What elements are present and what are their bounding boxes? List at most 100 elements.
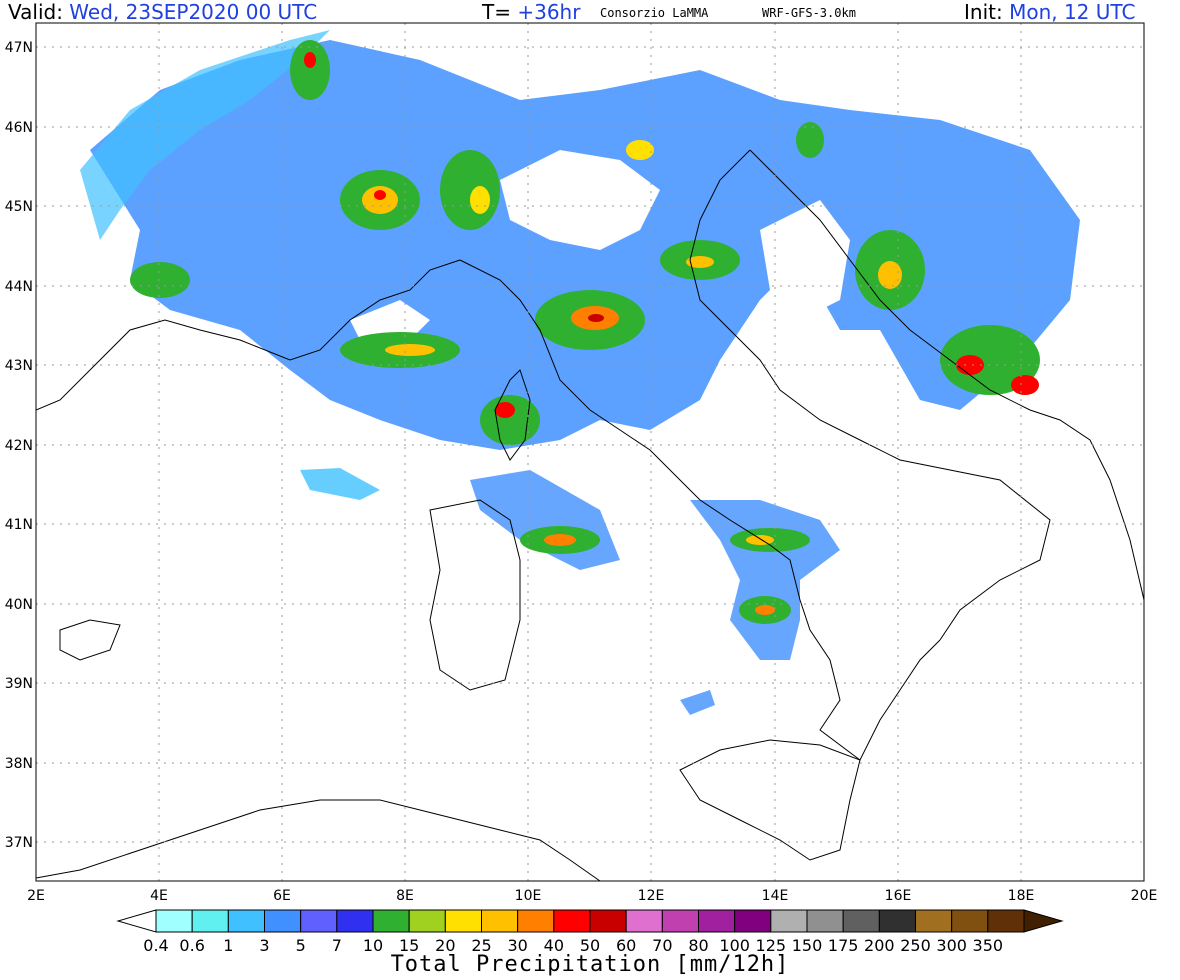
t-label: T= [482, 0, 511, 24]
colorbar-tick-label: 150 [791, 936, 823, 955]
lon-label: 20E [1131, 888, 1158, 904]
colorbar-tick-label: 15 [398, 936, 420, 955]
init-value: Mon, 12 UTC [1009, 0, 1136, 24]
colorbar-tick-label: 200 [864, 936, 895, 955]
lon-label: 10E [515, 888, 542, 904]
coast-sicily [679, 739, 861, 861]
coast-corsica [494, 369, 531, 461]
colorbar-box [625, 909, 663, 933]
precip-cores [130, 40, 1040, 624]
model-label: WRF-GFS-3.0km [762, 6, 856, 20]
colorbar-tick-label: 125 [755, 936, 787, 955]
init-header: Init: Mon, 12 UTC [964, 0, 1135, 24]
valid-header: Valid: Wed, 23SEP2020 00 UTC [8, 0, 317, 24]
colorbar-box [155, 909, 193, 933]
colorbar-box [264, 909, 302, 933]
colorbar-max-triangle [1023, 909, 1064, 933]
lon-label: 14E [762, 888, 789, 904]
colorbar-tick-label: 20 [435, 936, 456, 955]
core-12 [495, 402, 515, 418]
coast-africa [36, 799, 601, 881]
colorbar-box [987, 909, 1025, 933]
lon-label: 12E [638, 888, 665, 904]
lat-label: 43N [5, 358, 33, 374]
valid-label: Valid: [8, 0, 63, 24]
core-18 [755, 605, 775, 615]
coast-tyrrhenian [459, 259, 941, 761]
graticule [36, 23, 1144, 881]
colorbar-box [481, 909, 519, 933]
colorbar-box [842, 909, 880, 933]
lon-label: 6E [273, 888, 291, 904]
colorbar-tick-label: 25 [471, 936, 492, 955]
coast-balearics [59, 619, 121, 661]
lat-label: 38N [5, 756, 33, 772]
colorbar-tick-label: 100 [719, 936, 750, 955]
colorbar-box [878, 909, 916, 933]
colorbar-tick-label: 5 [295, 936, 306, 955]
colorbar-tick-label: 175 [827, 936, 859, 955]
lat-label: 42N [5, 438, 33, 454]
colorbar-box [661, 909, 699, 933]
precip-area-west-small [300, 468, 380, 500]
precip-area-cyan-edge [80, 30, 330, 240]
forecast-time: T= +36hr [482, 0, 580, 24]
org-label: Consorzio LaMMA [600, 6, 709, 20]
colorbar-tick-label: 250 [900, 936, 931, 955]
colorbar-tick-label: 300 [936, 936, 967, 955]
core-14 [544, 534, 576, 546]
coast-sardinia [429, 499, 521, 691]
init-label: Init: [964, 0, 1003, 24]
valid-value: Wed, 23SEP2020 00 UTC [69, 0, 318, 24]
core-20 [878, 261, 902, 289]
core-10 [385, 344, 435, 356]
colorbar-box [408, 909, 446, 933]
colorbar-box [806, 909, 844, 933]
lat-label: 45N [5, 199, 33, 215]
colorbar-tick-label: 10 [362, 936, 384, 955]
colorbar-tick-label: 0.6 [179, 936, 205, 955]
colorbar-box [227, 909, 265, 933]
colorbar-tick-label: 350 [972, 936, 1004, 955]
colorbar-tick-label: 30 [507, 936, 528, 955]
colorbar-box [517, 909, 555, 933]
core-29 [796, 122, 824, 158]
colorbar-tick-label: 1 [223, 936, 234, 955]
lat-axis: 47N 46N 45N 44N 43N 42N 41N 40N 39N 38N … [5, 40, 33, 851]
lon-label: 4E [150, 888, 168, 904]
colorbar-tick-label: 50 [579, 936, 601, 955]
core-4 [440, 150, 500, 230]
lon-label: 18E [1008, 888, 1035, 904]
colorbar-box [444, 909, 483, 933]
lat-label: 39N [5, 676, 33, 692]
colorbar-tick-label: 0.4 [143, 936, 169, 955]
colorbar-box [734, 909, 772, 933]
colorbar-tick-label: 40 [543, 936, 565, 955]
precip-area-tyrrhenian-small [680, 690, 715, 715]
core-21 [940, 325, 1040, 395]
colorbar-box [553, 909, 591, 933]
core-23 [1011, 375, 1039, 395]
coast-france-spain [36, 259, 461, 411]
lon-label: 8E [396, 888, 414, 904]
core-5 [470, 186, 490, 214]
t-value: +36hr [517, 0, 581, 24]
lon-label: 16E [885, 888, 912, 904]
precip-field [36, 23, 1144, 881]
colorbar-min-triangle [116, 909, 157, 933]
colorbar-box [770, 909, 808, 933]
coastlines [36, 149, 1144, 881]
map-frame [35, 22, 1145, 882]
lat-label: 41N [5, 517, 33, 533]
core-25 [304, 52, 316, 68]
colorbar [116, 909, 1064, 933]
colorbar-box [372, 909, 410, 933]
colorbar-box [300, 909, 338, 933]
colorbar-tick-label: 60 [615, 936, 637, 955]
lat-label: 37N [5, 835, 33, 851]
core-11 [480, 395, 540, 445]
lat-label: 47N [5, 40, 33, 56]
colorbar-box [698, 909, 736, 933]
colorbar-tick-label: 80 [688, 936, 709, 955]
